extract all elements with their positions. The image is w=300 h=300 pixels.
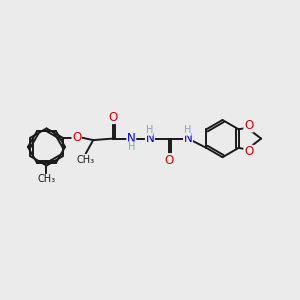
Text: O: O bbox=[244, 145, 253, 158]
Text: O: O bbox=[165, 154, 174, 167]
Text: CH₃: CH₃ bbox=[38, 174, 56, 184]
Text: N: N bbox=[146, 132, 154, 145]
Text: O: O bbox=[244, 119, 253, 132]
Text: H: H bbox=[128, 142, 136, 152]
Text: O: O bbox=[108, 110, 117, 124]
Text: O: O bbox=[72, 131, 81, 144]
Text: N: N bbox=[127, 132, 136, 145]
Text: H: H bbox=[184, 125, 191, 135]
Text: CH₃: CH₃ bbox=[76, 154, 95, 165]
Text: H: H bbox=[146, 125, 153, 135]
Text: N: N bbox=[184, 132, 192, 145]
